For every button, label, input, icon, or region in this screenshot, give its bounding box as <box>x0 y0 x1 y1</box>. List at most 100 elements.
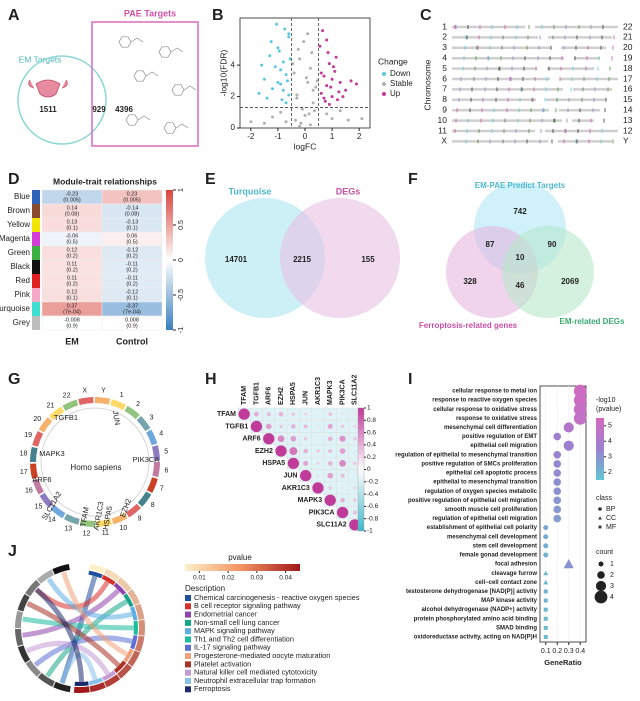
gene-label: TFAM <box>78 506 90 527</box>
corr-dot <box>303 424 308 429</box>
cell-value: -0.23 <box>66 191 79 197</box>
point <box>325 38 329 42</box>
legend-entry: 2 <box>610 572 614 579</box>
chromosome-label: 7 <box>160 486 164 493</box>
cell-value: -0.12 <box>126 247 139 253</box>
point <box>299 121 303 125</box>
x-tick-label: -1 <box>274 132 282 141</box>
colorbar-label: 0.01 <box>193 575 206 582</box>
cell-value: -0.11 <box>126 261 138 267</box>
term-label: MAP kinase activity <box>481 598 538 604</box>
module-color <box>32 232 40 246</box>
legend-title: pvalue <box>228 553 252 562</box>
row-label: ARF6 <box>242 436 260 443</box>
legend-entry: Neutrophil extracellular trap formation <box>194 676 316 685</box>
x-tick-label: -2 <box>247 132 255 141</box>
point <box>285 79 289 83</box>
gene-segment <box>52 563 70 575</box>
chromosome-segment <box>79 519 96 527</box>
dot <box>553 514 562 523</box>
legend-entry: 3 <box>610 583 614 590</box>
point <box>325 84 329 88</box>
dot <box>563 422 574 433</box>
species-label: Homo sapiens <box>70 463 121 472</box>
dot <box>543 589 548 594</box>
venn-count: 90 <box>548 240 557 249</box>
panel-label: E <box>205 171 216 188</box>
legend-swatch <box>185 686 191 693</box>
chromosome-segment <box>146 477 158 494</box>
row-label: TGFB1 <box>225 423 248 430</box>
dot <box>553 460 562 468</box>
term-segment <box>103 568 120 582</box>
colorbar-label: 4 <box>608 438 612 445</box>
legend-swatch <box>185 619 191 626</box>
cell-value: -0.008 <box>64 317 80 323</box>
term-label: regulation of oxygen species metabolic <box>425 489 538 495</box>
dot <box>543 616 548 621</box>
point <box>288 57 292 61</box>
point <box>295 93 299 97</box>
molecule <box>171 84 185 96</box>
point <box>268 54 272 58</box>
chromosome-label: 2 <box>136 401 140 408</box>
corr-dot <box>278 411 284 417</box>
legend-swatch <box>185 653 191 660</box>
chromosome-label: 15 <box>623 94 633 104</box>
heat-cell <box>101 315 163 331</box>
point <box>262 77 266 81</box>
legend-entry: Down <box>390 69 410 78</box>
size-legend <box>595 580 607 592</box>
cell-pvalue: (0.1) <box>126 295 137 301</box>
row-label: AKR1C3 <box>282 485 310 492</box>
pae-label: PAE Targets <box>124 8 176 18</box>
gene-label: HSPA5 <box>101 505 114 530</box>
legend-title: Change <box>378 56 408 66</box>
term-segment <box>127 589 140 606</box>
em-circle <box>17 55 107 145</box>
x-axis-label: GeneRatio <box>544 658 582 667</box>
dot <box>573 411 587 425</box>
point <box>314 85 318 89</box>
dot <box>553 450 562 459</box>
chromosome-segment <box>137 491 152 507</box>
point <box>330 95 334 99</box>
cell-value: -0.14 <box>126 205 139 211</box>
corr-dot <box>352 510 357 515</box>
module-color <box>32 302 40 316</box>
point <box>284 73 288 77</box>
row-label: Blue <box>14 192 31 201</box>
chromosome-label: 11 <box>438 125 447 135</box>
column-label: MAPK3 <box>327 380 334 405</box>
x-tick-label: 0 <box>303 132 308 141</box>
term-segment <box>134 603 145 620</box>
molecule-bond <box>130 37 144 43</box>
gene-segment <box>25 660 42 677</box>
module-color <box>32 288 40 302</box>
point <box>283 27 287 31</box>
colorbar-label: -0.6 <box>367 503 379 510</box>
corr-dot <box>339 459 346 467</box>
row-label: Red <box>15 276 30 285</box>
legend-entry: Non-small cell lung cancer <box>194 618 280 627</box>
colorbar <box>185 564 300 571</box>
term-label: cell−cell contact zone <box>475 580 538 586</box>
x-tick-label: 0.4 <box>575 648 585 655</box>
term-label: alcohol dehydrogenase (NADP+) activity <box>421 607 537 613</box>
point <box>330 77 334 81</box>
molecule-bond <box>137 115 151 121</box>
inner-ring <box>40 407 150 517</box>
term-label: protein phosphorylated amino acid bindin… <box>414 616 538 622</box>
corr-dot <box>279 424 283 429</box>
legend-entry: 4 <box>610 594 614 601</box>
corr-dot <box>263 433 275 445</box>
point <box>276 46 280 50</box>
panel-label: G <box>8 371 20 388</box>
dot <box>553 496 562 505</box>
point <box>271 115 274 119</box>
row-label: Black <box>10 262 31 271</box>
colorbar-label: 0.8 <box>367 417 376 424</box>
corr-dot <box>328 412 333 416</box>
term-segment <box>116 663 132 679</box>
cell-value: 0.11 <box>67 261 77 267</box>
